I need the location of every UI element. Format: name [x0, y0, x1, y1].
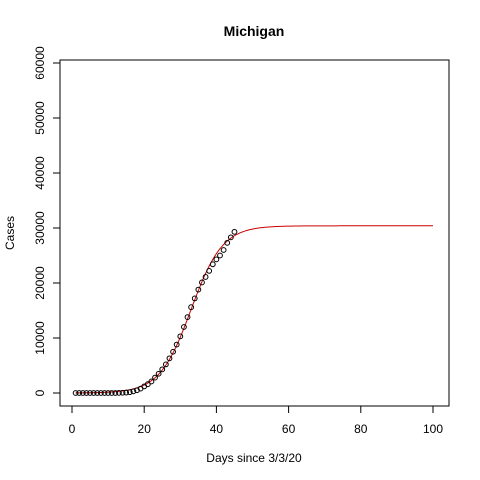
data-point — [166, 355, 173, 362]
x-tick-label: 100 — [423, 422, 443, 436]
x-tick-label: 0 — [69, 422, 76, 436]
data-point — [83, 390, 90, 396]
data-point — [144, 381, 151, 388]
x-tick-label: 60 — [282, 422, 296, 436]
x-axis-label: Days since 3/3/20 — [206, 451, 302, 465]
data-point — [123, 389, 130, 396]
data-point — [177, 333, 184, 340]
fit-curve-layer — [75, 225, 433, 394]
y-tick-label: 60000 — [33, 46, 47, 80]
y-tick-label: 10000 — [33, 321, 47, 355]
data-point — [148, 378, 155, 385]
data-point — [119, 389, 126, 396]
data-point — [90, 390, 97, 396]
data-point — [206, 268, 213, 274]
data-point — [126, 389, 133, 396]
data-point — [130, 388, 137, 395]
y-tick-label: 20000 — [33, 266, 47, 300]
data-point — [155, 370, 162, 377]
data-point — [72, 390, 79, 396]
data-point — [152, 374, 158, 381]
data-point — [87, 390, 93, 396]
data-point — [213, 256, 220, 263]
data-point — [199, 279, 205, 286]
chart-title: Michigan — [224, 23, 285, 39]
data-point — [105, 390, 111, 396]
y-tick-label: 0 — [33, 389, 47, 396]
data-point — [116, 389, 122, 396]
data-point — [76, 390, 83, 396]
data-point — [112, 390, 119, 396]
data-point — [231, 228, 238, 235]
data-point — [209, 261, 216, 268]
data-points-layer — [72, 228, 238, 396]
y-tick-label: 40000 — [33, 156, 47, 190]
data-point — [162, 361, 169, 368]
data-point — [217, 252, 223, 259]
data-point — [94, 390, 101, 396]
data-point — [159, 366, 166, 373]
data-point — [227, 234, 234, 241]
data-point — [184, 314, 191, 321]
data-point — [191, 295, 198, 302]
data-point — [220, 247, 227, 253]
data-point — [202, 274, 209, 280]
fit-curve — [75, 225, 433, 394]
data-point — [108, 390, 115, 396]
data-point — [181, 324, 187, 330]
data-point — [195, 286, 202, 293]
data-point — [173, 341, 180, 348]
y-axis: 0 10000 20000 30000 40000 50000 60000 — [33, 46, 61, 396]
x-tick-label: 20 — [138, 422, 152, 436]
y-axis-label: Cases — [3, 216, 17, 250]
data-point — [170, 348, 176, 355]
plot-frame — [59, 59, 450, 407]
x-axis: 0 20 40 60 80 100 — [69, 405, 443, 436]
y-tick-label: 30000 — [33, 211, 47, 245]
data-point — [188, 304, 195, 311]
data-point — [97, 390, 104, 396]
x-tick-label: 40 — [210, 422, 224, 436]
y-tick-label: 50000 — [33, 101, 47, 135]
data-point — [224, 239, 231, 246]
data-point — [101, 390, 108, 396]
x-tick-label: 80 — [354, 422, 368, 436]
data-point — [79, 390, 86, 396]
